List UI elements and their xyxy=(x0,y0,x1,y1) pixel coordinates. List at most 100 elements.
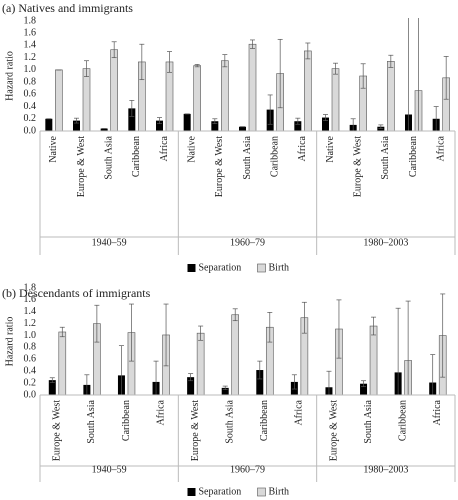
x-tick-label: South Asia xyxy=(380,135,391,179)
error-bar xyxy=(333,62,338,75)
x-tick-label: Caribbean xyxy=(121,400,132,441)
y-tick-label: 0.0 xyxy=(24,125,37,136)
bar xyxy=(48,380,56,395)
bar xyxy=(156,120,163,131)
error-bar xyxy=(295,117,301,125)
y-axis-label: Hazard ratio xyxy=(4,317,15,367)
x-tick-label: Native xyxy=(325,135,336,162)
bar xyxy=(221,60,229,131)
bar xyxy=(58,331,67,395)
bar xyxy=(360,383,368,395)
bar xyxy=(196,332,205,395)
bar xyxy=(256,370,264,395)
group-label: 1960–79 xyxy=(230,464,265,475)
bar xyxy=(211,121,219,131)
y-tick-label: 1.6 xyxy=(24,294,37,305)
bar xyxy=(248,43,257,131)
group-label: 1980–2003 xyxy=(363,464,408,475)
y-tick-label: 1.8 xyxy=(24,15,37,26)
legend-swatch xyxy=(257,263,266,273)
error-bar xyxy=(198,325,204,341)
error-bar xyxy=(378,124,384,129)
error-bar xyxy=(153,360,159,395)
y-tick-label: 0.8 xyxy=(24,342,37,353)
y-tick-label: 0.8 xyxy=(24,76,37,87)
error-bar xyxy=(430,354,436,395)
bar xyxy=(187,377,195,395)
x-tick-label: Africa xyxy=(435,135,446,161)
legend-label: Separation xyxy=(199,262,242,273)
error-bar xyxy=(212,118,218,125)
x-tick-label: Caribbean xyxy=(259,400,270,441)
error-bar xyxy=(408,18,409,131)
x-tick-label: Africa xyxy=(297,135,308,161)
plot-area xyxy=(45,18,450,131)
error-bar xyxy=(257,360,263,380)
legend-label: Birth xyxy=(269,486,290,497)
panel-title: (a) Natives and immigrants xyxy=(2,1,133,15)
error-bar xyxy=(232,308,238,322)
legend-swatch xyxy=(187,488,196,496)
error-bar xyxy=(371,316,377,336)
error-bar xyxy=(59,326,65,338)
bar xyxy=(45,118,53,131)
group-label: 1960–79 xyxy=(230,237,265,248)
error-bar xyxy=(405,300,411,395)
bar xyxy=(387,61,395,131)
y-tick-label: 1.2 xyxy=(24,52,37,63)
error-bar xyxy=(267,94,273,125)
error-bar xyxy=(326,370,332,395)
bar xyxy=(55,69,63,131)
y-tick-label: 1.0 xyxy=(24,64,37,75)
error-bar xyxy=(49,377,55,383)
error-bar xyxy=(157,117,162,125)
x-tick-label: South Asia xyxy=(363,399,374,443)
error-bar xyxy=(336,299,342,359)
group-label: 1940–59 xyxy=(92,464,127,475)
error-bar xyxy=(194,64,200,68)
bar xyxy=(304,50,312,131)
error-bar xyxy=(74,117,79,124)
legend-swatch xyxy=(257,487,266,497)
error-bar xyxy=(163,303,169,367)
x-tick-label: South Asia xyxy=(86,399,97,443)
error-bar xyxy=(222,54,228,68)
y-tick-label: 0.2 xyxy=(24,113,37,124)
x-tick-label: Europe & West xyxy=(190,400,201,461)
bar xyxy=(73,120,80,131)
error-bar xyxy=(433,106,439,131)
y-tick-label: 0.6 xyxy=(24,89,37,100)
error-bar xyxy=(443,56,449,100)
bar xyxy=(239,126,246,131)
error-bar xyxy=(222,385,228,390)
error-bar xyxy=(301,301,307,334)
error-bar xyxy=(395,307,401,395)
legend-label: Separation xyxy=(199,486,242,497)
x-tick-label: Africa xyxy=(294,399,305,425)
y-tick-label: 0.0 xyxy=(24,389,37,400)
error-bar xyxy=(440,293,446,378)
error-bar xyxy=(129,100,135,117)
error-bar xyxy=(361,380,367,388)
x-tick-label: Africa xyxy=(432,399,443,425)
y-tick-label: 0.4 xyxy=(24,366,37,377)
legend-label: Birth xyxy=(269,262,290,273)
error-bar xyxy=(139,43,145,81)
error-bar xyxy=(118,345,124,395)
error-bar xyxy=(360,63,366,89)
group-label: 1980–2003 xyxy=(363,237,408,248)
y-tick-label: 1.4 xyxy=(24,306,37,317)
x-tick-label: Africa xyxy=(159,135,170,161)
bar xyxy=(183,113,191,131)
bar xyxy=(100,128,108,131)
y-tick-label: 1.6 xyxy=(24,28,37,39)
error-bar xyxy=(388,54,394,68)
error-bar xyxy=(267,312,273,343)
x-tick-label: Native xyxy=(186,135,197,162)
bar xyxy=(322,117,329,131)
x-tick-label: Caribbean xyxy=(397,400,408,441)
error-bar xyxy=(277,38,283,109)
error-bar xyxy=(305,42,311,60)
y-axis-label: Hazard ratio xyxy=(4,51,15,101)
